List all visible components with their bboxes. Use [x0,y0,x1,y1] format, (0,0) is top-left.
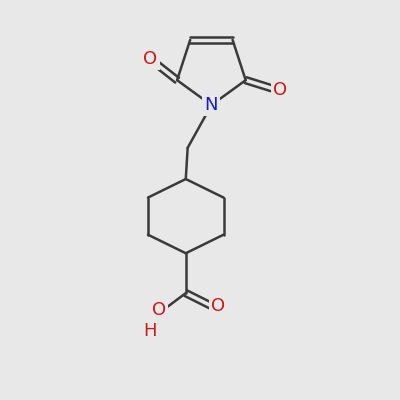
Text: O: O [273,81,287,99]
Text: O: O [144,50,158,68]
Text: N: N [205,96,218,114]
Text: O: O [211,297,225,315]
Text: H: H [143,322,156,340]
Text: O: O [152,301,166,319]
